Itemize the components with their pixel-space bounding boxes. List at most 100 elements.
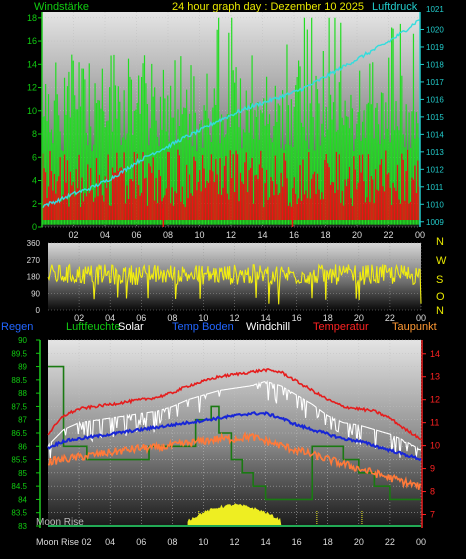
legend-temp-boden: Temp Boden	[172, 321, 234, 333]
wind-panel-hour-ticks: 02 04 06 08 10 12 14 16 18 20 22 00	[68, 230, 425, 240]
wind-direction-series-line	[47, 263, 422, 305]
wind-direction-degree-tick: 270	[27, 256, 41, 265]
wind-hour-tick: 16	[289, 230, 299, 240]
wind-axis-label: Windstärke	[34, 1, 89, 13]
solar-area	[187, 503, 363, 527]
wind-direction-degree-tick: 360	[27, 239, 41, 248]
temperature-hour-tick: 10	[198, 537, 208, 547]
compass-label: N	[436, 305, 444, 317]
humidity-line	[48, 365, 421, 501]
legend-solar: Solar	[118, 321, 144, 333]
wind-direction-hour-tick: 08	[167, 313, 177, 323]
wind-hour-tick: 02	[68, 230, 78, 240]
wind-axis-tick: 14	[27, 59, 37, 69]
temperature-hour-tick: 20	[354, 537, 364, 547]
pressure-line	[41, 19, 421, 209]
humidity-axis-tick: 85.5	[11, 456, 27, 465]
wind-direction-hour-tick: 02	[74, 313, 84, 323]
temperature-axis-tick: 10	[430, 441, 440, 451]
wind-direction-degree-tick: 180	[27, 273, 41, 282]
temperature-axis-tick: 13	[430, 372, 440, 382]
legend-windchill: Windchill	[246, 321, 290, 333]
pressure-axis-tick: 1020	[426, 25, 444, 34]
wind-axis-tick: 2	[32, 199, 37, 209]
humidity-axis-tick: 89.5	[11, 349, 27, 358]
wind-direction-hour-tick: 14	[261, 313, 271, 323]
pressure-axis-tick: 1017	[426, 78, 444, 87]
pressure-axis-tick: 1012	[426, 165, 444, 174]
compass-label: S	[436, 274, 443, 286]
wind-hour-tick: 00	[415, 230, 425, 240]
wind-hour-tick: 18	[320, 230, 330, 240]
pressure-axis-tick: 1013	[426, 148, 444, 157]
wind-axis-tick: 4	[32, 176, 37, 186]
wind-direction-hour-tick: 10	[198, 313, 208, 323]
wind-direction-hour-tick: 20	[354, 313, 364, 323]
wind-hour-tick: 20	[352, 230, 362, 240]
humidity-axis-tick: 85	[18, 469, 27, 478]
wind-direction-hour-tick: 00	[416, 313, 426, 323]
moon-rise-hour-tick: Moon Rise 02	[36, 537, 92, 547]
legend-luftfeuchte: Luftfeuchte	[66, 321, 120, 333]
temperature-hour-tick: 14	[261, 537, 271, 547]
temperature-hour-tick: 18	[323, 537, 333, 547]
humidity-axis-tick: 87.5	[11, 402, 27, 411]
wind-direction-hour-tick: 06	[136, 313, 146, 323]
wind-direction-hour-tick: 18	[323, 313, 333, 323]
temperature-series-line	[47, 368, 422, 441]
legend-taupunkt: Taupunkt	[392, 321, 437, 333]
compass-label: W	[436, 255, 447, 267]
wind-axis-tick: 10	[27, 106, 37, 116]
dewpoint-series-line	[48, 431, 422, 490]
humidity-axis-tick: 83.5	[11, 509, 27, 518]
wind-direction-hour-ticks: 02 04 06 08 10 12 14 16 18 20 22 00	[74, 313, 426, 323]
temperature-hour-tick: 04	[105, 537, 115, 547]
wind-axis-tick: 0	[32, 222, 37, 232]
pressure-axis-label: Luftdruck	[372, 1, 418, 13]
pressure-axis-tick: 1019	[426, 43, 444, 52]
humidity-axis-tick: 89	[18, 363, 27, 372]
humidity-axis-tick: 86.5	[11, 429, 27, 438]
pressure-series-line	[41, 19, 421, 209]
wind-hour-tick: 04	[100, 230, 110, 240]
pressure-axis-tick: 1014	[426, 130, 444, 139]
wind-direction-hour-tick: 04	[105, 313, 115, 323]
moon-rise-label: Moon Rise	[36, 517, 84, 528]
wind-hour-tick: 06	[131, 230, 141, 240]
wind-average-bars	[42, 149, 420, 227]
pressure-axis-top-tick: 1021	[426, 5, 444, 14]
temperature-panel-hour-ticks: Moon Rise 02 04 06 08 10 12 14 16 18 20 22 00	[36, 537, 426, 547]
wind-direction-degree-tick: 90	[31, 289, 40, 298]
temperature-hour-tick: 00	[416, 537, 426, 547]
humidity-axis-tick: 87	[18, 416, 27, 425]
temperature-axis-tick: 12	[430, 395, 440, 405]
wind-hour-tick: 10	[194, 230, 204, 240]
pressure-axis-tick: 1009	[426, 218, 444, 227]
pressure-axis-ticks: 1009 1010 1011 1012 1013 1014 1015 1016 1017 1018…	[420, 5, 444, 227]
humidity-axis-tick: 83	[18, 522, 27, 531]
solar-area-shape	[187, 503, 282, 527]
temperature-series-lines	[47, 368, 422, 490]
wind-panel-background	[42, 12, 420, 227]
wind-axis-ticks: 0 2 4 6 8 10 12 14 16 18	[27, 13, 42, 232]
humidity-axis-tick: 88	[18, 389, 27, 398]
pressure-axis-tick: 1018	[426, 60, 444, 69]
wind-axis-tick: 12	[27, 83, 37, 93]
wind-direction-degree-ticks: 0 90 180 270 360	[27, 239, 41, 315]
wind-axis-tick: 18	[27, 13, 37, 23]
pressure-axis-tick: 1010	[426, 200, 444, 209]
temperature-axis-tick: 8	[430, 487, 435, 497]
wind-axis-tick: 8	[32, 129, 37, 139]
temperature-hour-tick: 08	[167, 537, 177, 547]
wind-hour-tick: 08	[163, 230, 173, 240]
humidity-axis-tick: 86	[18, 442, 27, 451]
legend-regen: Regen	[1, 321, 33, 333]
temperature-hour-tick: 06	[136, 537, 146, 547]
wind-hour-tick: 12	[226, 230, 236, 240]
compass-label: O	[436, 291, 445, 303]
wind-hour-tick: 22	[383, 230, 393, 240]
temperature-axis-ticks: 7 8 9 10 11 12 13 14	[422, 349, 440, 520]
